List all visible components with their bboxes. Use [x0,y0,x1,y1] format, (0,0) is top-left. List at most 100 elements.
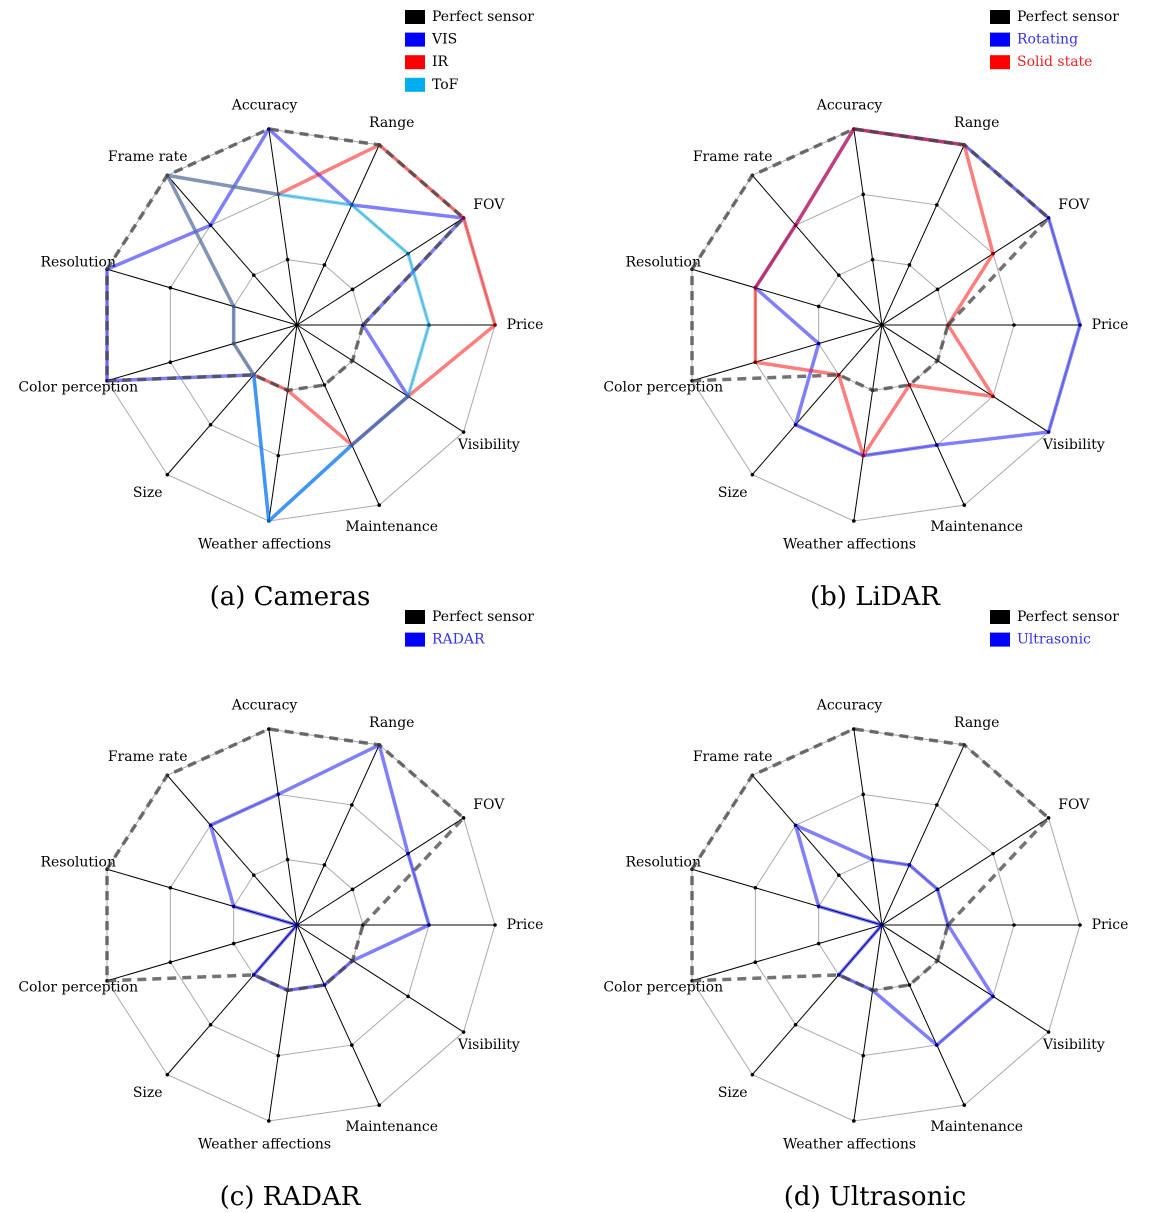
axis-label: Range [369,715,414,731]
axis-label: Resolution [40,854,115,870]
spoke [296,744,380,926]
axis-label: Price [507,917,544,933]
axis-label: Frame rate [108,149,188,165]
tick-dot [836,873,841,877]
tick-dot [165,472,170,477]
tick-dot [852,1119,856,1123]
tick-dot [276,453,281,458]
axis-label: Range [954,715,999,731]
tick-dot [935,803,939,807]
tick-dot [285,857,290,862]
axis-label: Price [1092,317,1129,333]
legend-label: ToF [432,77,459,93]
tick-dot [377,503,382,507]
spoke [881,924,1049,1033]
tick-dot [461,1030,466,1034]
legend-swatch [990,32,1010,47]
axis-label: Accuracy [816,697,883,713]
tick-dot [1046,816,1051,820]
tick-dot [267,1119,271,1123]
axis-label: Visibility [1042,1037,1105,1053]
tick-dot [753,960,758,964]
legend-label: Perfect sensor [1017,9,1119,25]
axis-label: Weather affections [198,537,331,553]
tick-dot [208,422,213,427]
axis-label: Maintenance [345,1119,438,1135]
axis-label: Visibility [457,437,520,453]
axis-label: Frame rate [693,149,773,165]
tick-dot [907,263,912,267]
spoke [106,324,298,382]
spoke [751,175,883,326]
series-line [105,727,466,993]
tick-dot [350,1043,354,1047]
spoke [853,728,883,926]
spoke [268,728,298,926]
tick-dot [907,983,912,987]
spoke [751,324,883,475]
tick-dot [852,519,856,523]
tick-dot [350,803,354,807]
legend-swatch [405,32,425,47]
spoke [881,217,1049,326]
tick-dot [1046,1030,1051,1034]
tick-dot [168,960,173,964]
legend-label: VIS [431,32,457,48]
tick-dot [861,792,866,797]
axis-label: Range [954,115,999,131]
series-line [793,823,995,1047]
axis-label: FOV [473,797,505,813]
axis-label: Color perception [18,380,138,396]
spoke [881,324,1049,433]
tick-dot [1078,923,1082,927]
legend-label: Ultrasonic [1017,632,1091,648]
spoke [881,924,965,1106]
legend-swatch [990,55,1010,70]
series-line [105,127,466,393]
tick-dot [962,503,967,507]
axis-label: Color perception [603,980,723,996]
legend-swatch [405,632,425,647]
axis-label: Resolution [625,254,700,270]
tick-dot [461,816,466,820]
legend-swatch [405,77,425,92]
spoke [106,924,298,982]
spoke [296,324,380,506]
tick-dot [870,257,875,262]
axis-label: Visibility [457,1037,520,1053]
spoke [166,775,298,926]
series-line [753,127,1082,458]
axis-label: Accuracy [816,97,883,113]
axis-label: Color perception [603,380,723,396]
legend-label: Perfect sensor [432,609,534,625]
axis-label: Resolution [40,254,115,270]
axis-label: Frame rate [108,749,188,765]
axis-label: FOV [1058,797,1090,813]
tick-dot [168,286,173,290]
center-dot [295,323,299,327]
caption: (a) Cameras [210,582,371,612]
center-dot [880,323,884,327]
axis-label: Maintenance [345,519,438,535]
axis-label: Accuracy [231,697,298,713]
axis-label: Accuracy [231,97,298,113]
series-line [208,743,431,993]
axis-label: Weather affections [783,1137,916,1153]
axis-label: Price [1092,917,1129,933]
tick-dot [168,886,173,890]
spoke [296,144,380,326]
axis-label: Color perception [18,980,138,996]
legend-label: Perfect sensor [1017,609,1119,625]
tick-dot [836,273,841,277]
legend-swatch [990,610,1010,624]
series-line [690,727,1051,993]
legend-swatch [405,55,425,70]
spoke [691,324,883,382]
spoke [751,775,883,926]
tick-dot [753,886,758,890]
axis-label: Size [133,1085,163,1101]
spoke [296,817,464,926]
legend-swatch [990,632,1010,647]
tick-dot [861,192,866,197]
